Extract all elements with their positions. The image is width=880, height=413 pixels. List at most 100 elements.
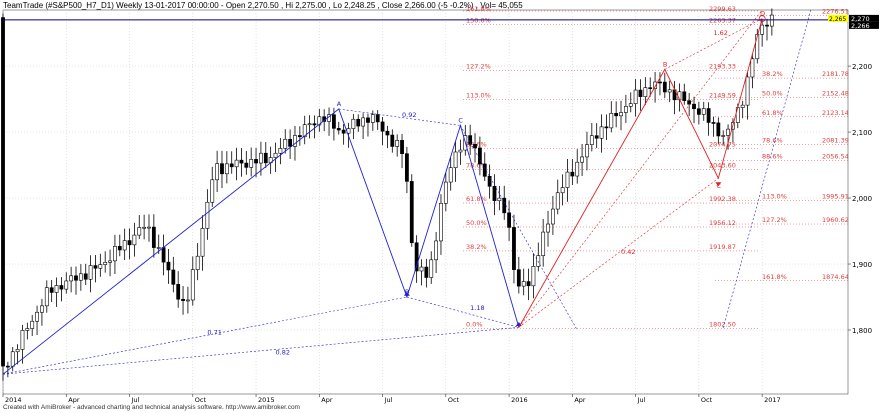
candle bbox=[550, 195, 555, 235]
candle-body-bull bbox=[740, 104, 745, 108]
blue-xb-diagonal bbox=[2, 296, 407, 375]
candle bbox=[1, 13, 5, 381]
candle bbox=[648, 77, 653, 97]
candle bbox=[760, 19, 765, 47]
candle bbox=[59, 277, 64, 302]
candle-body-bull bbox=[760, 24, 765, 35]
candle-body-bear bbox=[594, 135, 599, 139]
blue-point-label: A bbox=[337, 100, 342, 108]
candle bbox=[721, 130, 726, 145]
fib-left-label: 127.2% bbox=[466, 62, 491, 70]
candle bbox=[439, 194, 443, 255]
candle bbox=[30, 315, 35, 337]
last-price-box bbox=[849, 21, 879, 29]
candle-body-bull bbox=[44, 287, 49, 307]
blue-pattern: A B C 0.92 1.18 0.71 0.82 bbox=[2, 9, 812, 375]
candle bbox=[122, 228, 127, 261]
candle-body-bull bbox=[521, 281, 526, 287]
candle-body-bear bbox=[696, 108, 701, 115]
candle-body-bull bbox=[35, 311, 39, 322]
candle-body-bear bbox=[161, 247, 166, 263]
candle-body-bull bbox=[293, 135, 297, 147]
blue-point-label: C bbox=[458, 116, 463, 124]
candle-body-bull bbox=[448, 167, 453, 183]
candle bbox=[200, 215, 205, 271]
candle bbox=[609, 101, 614, 133]
candle bbox=[244, 151, 249, 175]
candle bbox=[692, 96, 696, 124]
candle-body-bull bbox=[137, 227, 142, 236]
candle bbox=[575, 149, 580, 184]
blue-right-projection bbox=[722, 9, 812, 329]
candles bbox=[1, 8, 774, 381]
candle-body-bull bbox=[531, 266, 536, 287]
candle-body-bear bbox=[492, 186, 497, 202]
candle-body-bull bbox=[565, 171, 570, 188]
candle-body-bull bbox=[147, 226, 151, 229]
candle-body-bear bbox=[375, 114, 380, 123]
fib-right-price: 2181.78 bbox=[822, 70, 849, 78]
candle-body-bear bbox=[682, 91, 687, 101]
candle-body-bull bbox=[113, 246, 117, 262]
red-xc-diagonal bbox=[518, 178, 719, 328]
candle-body-bull bbox=[156, 247, 161, 249]
candle bbox=[599, 114, 604, 153]
candle-body-bull bbox=[78, 273, 83, 281]
candle bbox=[302, 115, 307, 145]
candle bbox=[283, 129, 288, 154]
candle bbox=[127, 228, 132, 260]
candle-body-bull bbox=[750, 58, 755, 78]
candle-body-bull bbox=[20, 330, 25, 350]
candle-body-bear bbox=[414, 242, 419, 272]
candle bbox=[254, 147, 258, 178]
candle bbox=[633, 78, 638, 117]
candle bbox=[336, 121, 341, 135]
candle-body-bull bbox=[205, 201, 210, 229]
fib-right-label: 38.2% bbox=[762, 70, 783, 78]
candle bbox=[142, 214, 147, 240]
candle bbox=[716, 117, 721, 144]
candle bbox=[769, 8, 774, 36]
candle-body-bull bbox=[755, 34, 760, 60]
candle-body-bull bbox=[721, 135, 726, 137]
candle-body-bear bbox=[487, 176, 492, 187]
candle-body-bear bbox=[507, 212, 511, 228]
candle-body-bull bbox=[726, 128, 730, 136]
last-price-label: 2,270 bbox=[851, 15, 870, 23]
candle bbox=[458, 139, 463, 165]
candle bbox=[502, 185, 507, 220]
candle-body-bull bbox=[69, 275, 74, 282]
candle-body-bull bbox=[132, 234, 137, 246]
candle-body-bear bbox=[239, 159, 244, 164]
blue-ratio-label: 0.92 bbox=[402, 111, 416, 119]
fib-left-price: 2074.75 bbox=[709, 141, 736, 149]
candle bbox=[487, 164, 492, 199]
x-tick-label: Oct bbox=[701, 396, 713, 404]
candle-body-bear bbox=[263, 152, 268, 164]
candle-body-bear bbox=[477, 147, 482, 165]
candle bbox=[176, 271, 181, 308]
candle bbox=[516, 256, 521, 294]
candle bbox=[137, 215, 142, 240]
candle bbox=[161, 234, 166, 276]
fib-left-label: 113.0% bbox=[466, 91, 491, 99]
blue-bd-diagonal bbox=[406, 296, 519, 328]
fib-left-price: 1919.87 bbox=[709, 243, 736, 251]
candle bbox=[268, 146, 273, 174]
candle bbox=[560, 174, 565, 206]
candle-body-bear bbox=[151, 226, 156, 248]
candle-body-bull bbox=[215, 163, 220, 181]
ohlc-readout: 13-01-2017 00:00:00 - Open 2,270.50 , Hi… bbox=[144, 1, 523, 10]
candle bbox=[224, 151, 229, 184]
candle bbox=[40, 298, 44, 326]
candle bbox=[15, 344, 20, 365]
blue-pattern-path bbox=[2, 108, 520, 375]
fib-right-label: 127.2% bbox=[762, 216, 787, 224]
fib-right-price: 1995.91 bbox=[822, 193, 849, 201]
red-ratio-label: 1.62 bbox=[713, 29, 727, 37]
candle bbox=[580, 143, 584, 176]
candle bbox=[628, 92, 633, 113]
candle-body-bull bbox=[769, 14, 774, 27]
candle-body-bear bbox=[171, 269, 176, 285]
